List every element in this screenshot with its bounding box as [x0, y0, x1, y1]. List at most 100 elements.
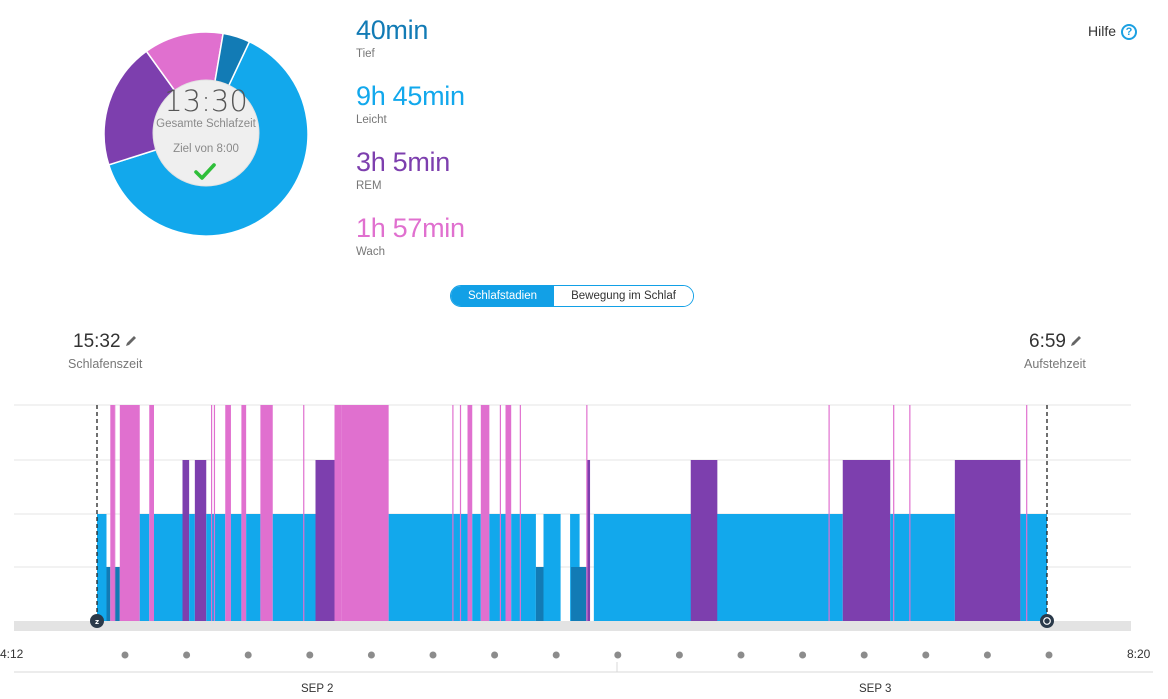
chart-spike-awake: [909, 405, 911, 621]
wake-time[interactable]: 6:59: [1029, 331, 1066, 352]
chart-bar-awake: [149, 405, 154, 621]
chart-bar-awake: [467, 405, 473, 621]
date-label-sep-2: SEP 2: [301, 683, 334, 695]
chart-bar-rem: [690, 460, 718, 621]
chart-spike-awake: [586, 405, 588, 621]
chart-baseline: [14, 621, 1131, 631]
chart-bar-awake: [241, 405, 247, 621]
x-axis-tick-dot: [121, 651, 129, 659]
total-sleep-time: 13:30: [164, 84, 248, 118]
chart-bar-light: [97, 514, 107, 621]
chart-bar-deep: [106, 567, 111, 621]
chart-bar-light: [388, 514, 468, 621]
chart-bar-light: [1020, 514, 1047, 621]
tab-sleep-movement[interactable]: Bewegung im Schlaf: [554, 286, 693, 306]
alarm-clock-face: [1043, 617, 1051, 625]
chart-bar-rem: [954, 460, 1021, 621]
donut-center-disc: [152, 79, 260, 187]
tab-sleep-stages[interactable]: Schlafstadien: [451, 286, 554, 306]
chart-bar-awake: [260, 405, 273, 621]
sleep-goal-label: Ziel von 8:00: [173, 143, 239, 155]
x-axis-tick-dot: [183, 651, 191, 659]
chart-bar-light: [272, 514, 316, 621]
chart-bar-light: [230, 514, 242, 621]
x-axis-tick-dot: [983, 651, 991, 659]
chart-spike-awake: [499, 405, 501, 621]
chart-spike-awake: [1026, 405, 1028, 621]
x-axis-tick-dot: [614, 651, 622, 659]
chart-spike-awake: [226, 405, 228, 621]
stat-awake-label: Wach: [356, 246, 385, 258]
stat-awake-value: 1h 57min: [356, 213, 465, 243]
x-axis-tick-dot: [860, 651, 868, 659]
help-circle-icon[interactable]: ?: [1121, 24, 1137, 40]
sleep-zz-icon: [90, 614, 104, 628]
x-axis-tick-dot: [491, 651, 499, 659]
chart-bar-awake: [110, 405, 115, 621]
chart-spike-awake: [519, 405, 521, 621]
x-axis-tick-dot: [244, 651, 252, 659]
chart-bar-rem: [315, 460, 335, 621]
chart-bar-light: [139, 514, 150, 621]
chart-bar-light: [246, 514, 261, 621]
x-axis-start-label: 4:12: [0, 647, 24, 661]
checkmark-icon: [194, 163, 216, 180]
chart-spike-awake: [211, 405, 213, 621]
stat-deep-value: 40min: [356, 15, 429, 45]
chart-bar-deep: [571, 567, 588, 621]
chart-bar-deep: [114, 567, 120, 621]
sleep-start-label: Schlafenszeit: [68, 357, 143, 371]
alarm-clock-icon: [1040, 614, 1054, 628]
chart-bar-awake: [341, 405, 389, 621]
x-axis-tick-dot: [306, 651, 314, 659]
chart-bar-awake: [480, 405, 490, 621]
stat-rem-label: REM: [356, 180, 382, 192]
stat-light-label: Leicht: [356, 114, 387, 126]
sleep-stages-chart: z: [14, 404, 1153, 673]
chart-bar-light: [154, 514, 183, 621]
chart-bar-rem: [587, 460, 591, 621]
x-axis-tick-dot: [367, 651, 375, 659]
chart-bar-rem: [842, 460, 891, 621]
wake-time-label: Aufstehzeit: [1024, 357, 1086, 371]
chart-spike-awake: [828, 405, 830, 621]
chart-bar-deep: [535, 567, 544, 621]
stat-light-value: 9h 45min: [356, 81, 465, 111]
x-axis-tick-dot: [799, 651, 807, 659]
x-axis-end-label: 8:20: [1127, 647, 1151, 661]
chart-bar-light: [489, 514, 506, 621]
x-axis-tick-dot: [552, 651, 560, 659]
chart-bar-rem: [194, 460, 207, 621]
chart-bar-light: [189, 514, 195, 621]
chart-spike-awake: [893, 405, 895, 621]
sleep-zz-glyph: z: [95, 618, 99, 626]
x-axis-tick-dot: [922, 651, 930, 659]
chart-bar-light: [717, 514, 843, 621]
x-axis-tick-dot: [675, 651, 683, 659]
chart-bar-rem: [182, 460, 190, 621]
chart-bar-awake: [505, 405, 512, 621]
chart-spike-awake: [303, 405, 305, 621]
chart-bar-awake: [119, 405, 140, 621]
help-link[interactable]: Hilfe: [1088, 23, 1117, 39]
chart-bar-light: [543, 514, 561, 621]
chart-bar-light: [890, 514, 955, 621]
chart-bar-light: [472, 514, 481, 621]
pencil-icon[interactable]: [1069, 334, 1083, 348]
chart-bar-light: [206, 514, 226, 621]
x-axis-tick-dot: [737, 651, 745, 659]
chart-spike-awake: [114, 405, 116, 621]
chart-bar-awake: [225, 405, 231, 621]
chart-bar-light: [511, 514, 536, 621]
date-label-sep-3: SEP 3: [859, 683, 892, 695]
chart-spike-awake: [452, 405, 454, 621]
chart-spike-awake: [459, 405, 462, 621]
sleep-start-time[interactable]: 15:32: [73, 331, 121, 352]
chart-bar-awake: [334, 405, 342, 621]
pencil-icon[interactable]: [124, 334, 138, 348]
total-sleep-label: Gesamte Schlafzeit: [156, 118, 256, 130]
x-axis-tick-dot: [429, 651, 437, 659]
chart-spike-awake: [213, 405, 216, 621]
view-toggle: Schlafstadien Bewegung im Schlaf: [450, 285, 694, 307]
stat-deep-label: Tief: [356, 48, 375, 60]
